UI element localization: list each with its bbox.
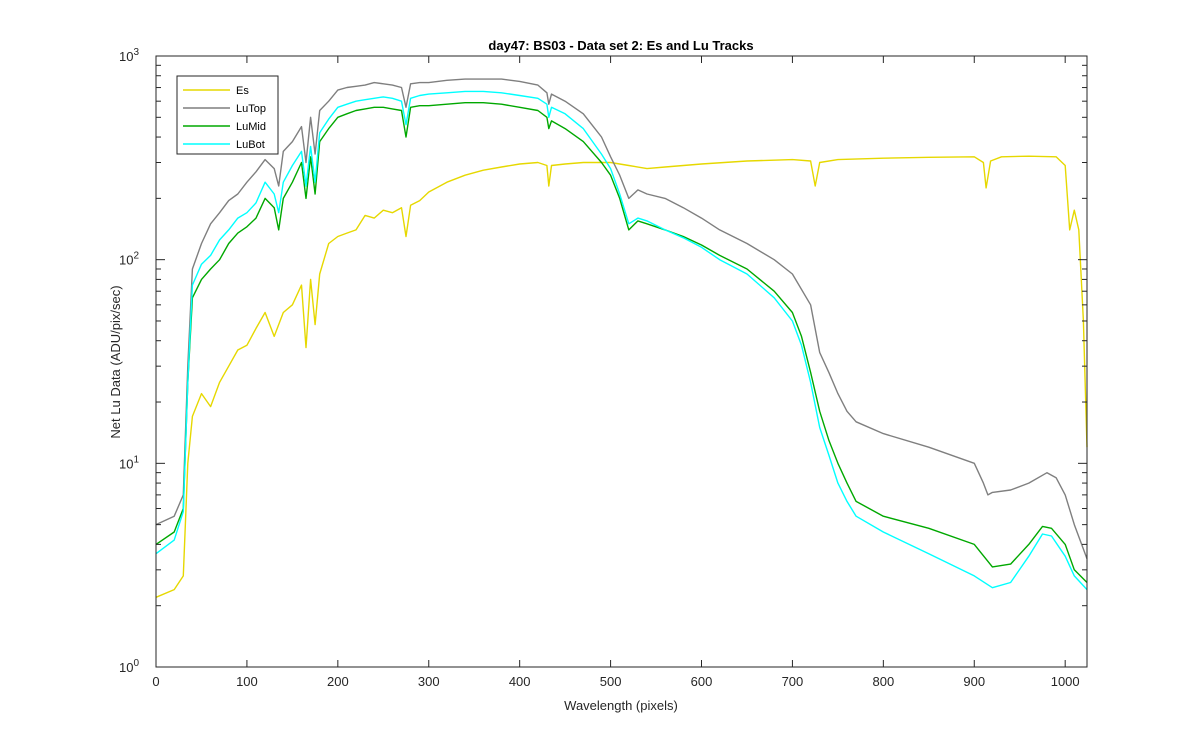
series-line-lutop (155, 78, 1088, 560)
series-layer (155, 78, 1088, 598)
axes-box (155, 55, 1088, 668)
legend-label-es: Es (236, 85, 249, 97)
legend-box (176, 75, 279, 155)
y-axis-label: Net Lu Data (ADU/pix/sec) (108, 285, 123, 438)
x-tick-label: 0 (152, 674, 159, 689)
series-line-lubot (155, 90, 1088, 591)
x-tick-label: 200 (327, 674, 349, 689)
x-tick-label: 600 (691, 674, 713, 689)
y-tick-label: 100 (119, 658, 139, 675)
x-tick-label: 1000 (1051, 674, 1080, 689)
x-tick-label: 800 (872, 674, 894, 689)
x-tick-label: 900 (963, 674, 985, 689)
legend-label-lumid: LuMid (236, 121, 266, 133)
legend-label-lubot: LuBot (236, 139, 265, 151)
x-tick-label: 500 (600, 674, 622, 689)
series-line-lumid (155, 102, 1088, 583)
series-line-es (155, 155, 1088, 598)
x-tick-label: 100 (236, 674, 258, 689)
legend-label-lutop: LuTop (236, 103, 266, 115)
legend: Es LuTop LuMid LuBot (176, 75, 279, 155)
x-axis-label: Wavelength (pixels) (564, 698, 678, 713)
ticks-layer: 0 100 200 300 400 500 600 700 800 900 1000 100 101 10… (119, 47, 1087, 689)
y-tick-label: 101 (119, 454, 139, 471)
chart-title: day47: BS03 - Data set 2: Es and Lu Trac… (488, 38, 753, 53)
x-tick-label: 400 (509, 674, 531, 689)
plot-area (156, 56, 1087, 667)
x-tick-label: 300 (418, 674, 440, 689)
x-tick-label: 700 (782, 674, 804, 689)
y-tick-label: 102 (119, 251, 139, 268)
y-tick-label: 103 (119, 47, 139, 64)
